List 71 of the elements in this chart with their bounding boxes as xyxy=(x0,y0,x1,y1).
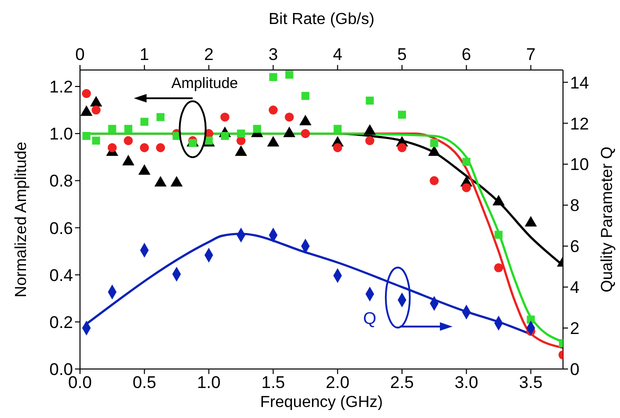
point xyxy=(430,138,438,147)
x-tick-label: 2.0 xyxy=(326,373,350,392)
y-tick-label: 1.0 xyxy=(49,124,73,144)
point xyxy=(283,126,296,138)
point xyxy=(524,216,537,227)
y-axis-title: Normalized Amplitude xyxy=(13,142,30,298)
point xyxy=(140,118,148,126)
point xyxy=(268,106,278,115)
point xyxy=(284,112,294,122)
point xyxy=(526,316,535,324)
point xyxy=(92,136,100,145)
point xyxy=(220,112,230,122)
x2-tick-label: 2 xyxy=(204,45,214,64)
y-tick-label: 0.2 xyxy=(49,312,73,332)
x2-tick-label: 0 xyxy=(75,45,85,64)
y2-tick-label: 8 xyxy=(570,196,580,216)
y2-tick-label: 12 xyxy=(570,114,589,134)
y2-axis-title: Quality Parameter Q xyxy=(599,146,616,292)
point xyxy=(82,89,91,98)
point xyxy=(398,110,406,119)
x2-tick-label: 7 xyxy=(526,45,536,64)
x-tick-label: 3.0 xyxy=(454,373,478,392)
point xyxy=(92,106,101,115)
y2-tick-label: 2 xyxy=(570,319,580,338)
y2-tick-label: 0 xyxy=(570,360,580,380)
y-tick-label: 0.6 xyxy=(49,218,73,238)
point xyxy=(397,143,407,152)
point xyxy=(301,92,310,100)
y-tick-label: 1.2 xyxy=(49,78,73,97)
point xyxy=(494,263,504,272)
point xyxy=(124,136,133,146)
point xyxy=(334,124,342,133)
x2-tick-label: 1 xyxy=(140,45,150,64)
x-tick-label: 1.5 xyxy=(261,373,286,392)
y2-tick-label: 14 xyxy=(570,73,589,92)
point xyxy=(365,136,374,146)
point xyxy=(269,73,278,82)
point xyxy=(140,143,149,152)
y-tick-label: 0.4 xyxy=(49,266,73,285)
point xyxy=(462,183,471,192)
point xyxy=(300,129,310,138)
y-tick-label: 0.8 xyxy=(49,172,73,191)
point xyxy=(108,143,117,152)
y2-tick-label: 4 xyxy=(570,278,580,298)
point xyxy=(156,113,164,122)
x2-tick-label: 3 xyxy=(268,45,278,64)
x-tick-label: 2.5 xyxy=(390,373,414,392)
point xyxy=(124,124,132,133)
point xyxy=(108,124,116,133)
annotation: Amplitude xyxy=(171,75,238,92)
point xyxy=(156,143,166,152)
x-tick-label: 1.0 xyxy=(196,373,221,392)
point xyxy=(462,158,470,166)
y2-tick-label: 6 xyxy=(570,237,580,256)
x2-tick-label: 4 xyxy=(332,45,342,64)
x2-tick-label: 5 xyxy=(397,45,407,64)
point xyxy=(430,176,439,186)
x2-axis-title: Bit Rate (Gb/s) xyxy=(268,11,374,28)
point xyxy=(366,96,374,105)
y2-tick-label: 10 xyxy=(570,155,589,174)
point xyxy=(237,130,245,138)
x-axis-title: Frequency (GHz) xyxy=(260,394,383,411)
x-tick-label: 3.5 xyxy=(518,373,543,392)
annotation: Q xyxy=(363,309,376,328)
point xyxy=(285,70,294,79)
point xyxy=(82,132,90,140)
x-tick-label: 0.5 xyxy=(132,373,156,392)
point xyxy=(333,143,342,152)
x2-tick-label: 6 xyxy=(462,45,472,64)
point xyxy=(494,230,503,239)
point xyxy=(253,124,262,133)
